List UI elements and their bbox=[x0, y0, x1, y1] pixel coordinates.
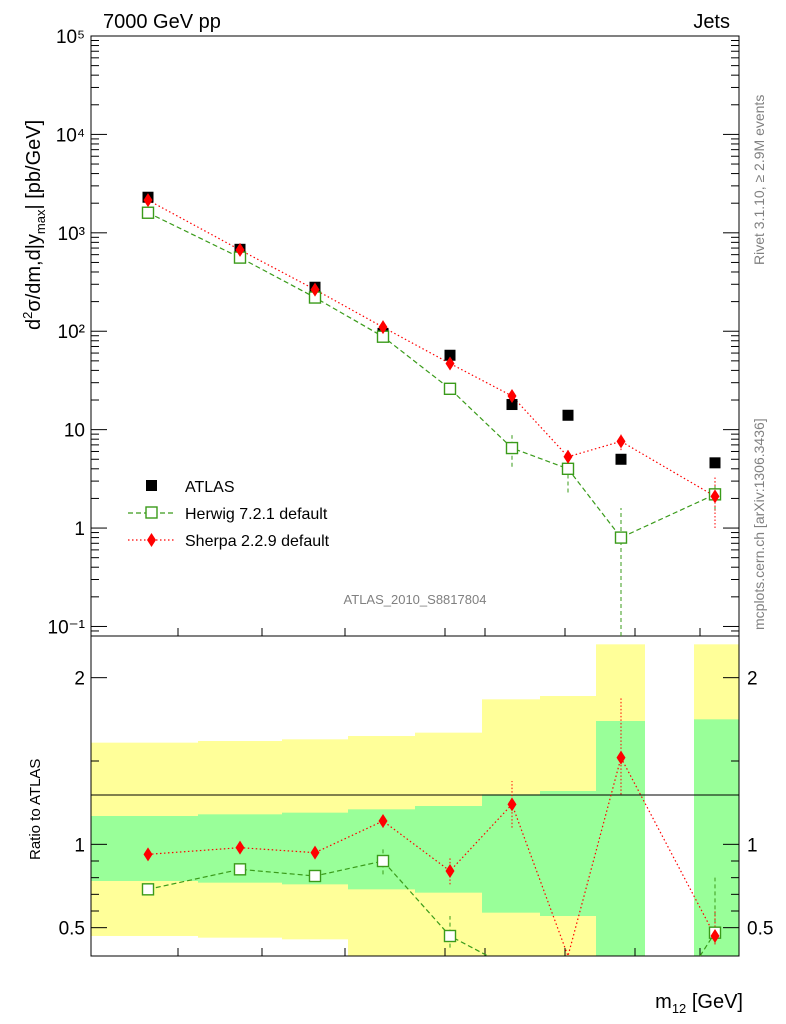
sherpa-ratio-point-8 bbox=[710, 929, 720, 943]
legend-sherpa-marker bbox=[147, 533, 156, 547]
atlas-point-7 bbox=[615, 453, 627, 465]
legend-atlas-label: ATLAS bbox=[185, 479, 235, 496]
ratio-tick-label-right-1: 1 bbox=[747, 835, 758, 856]
main-series bbox=[141, 191, 722, 636]
herwig-point-6 bbox=[561, 462, 575, 476]
y-tick-label-5: 10⁵ bbox=[56, 27, 85, 48]
herwig-ratio-point-1 bbox=[233, 863, 247, 876]
sherpa-ratio-point-5 bbox=[507, 797, 517, 812]
herwig-point-5 bbox=[505, 441, 519, 455]
ratio-tick-label-left-1: 1 bbox=[74, 835, 85, 856]
sherpa-ratio-point-3 bbox=[378, 814, 388, 828]
sherpa-ratio-point-1 bbox=[235, 840, 245, 855]
band-inner-5 bbox=[482, 794, 540, 913]
ratio-tick-label-right-2: 2 bbox=[747, 669, 758, 690]
y-tick-label--1: 10⁻¹ bbox=[48, 617, 86, 638]
legend-herwig-marker bbox=[145, 506, 158, 519]
herwig-ratio-point-0 bbox=[141, 883, 155, 896]
sherpa-point-4 bbox=[445, 356, 455, 371]
atlas-point-6 bbox=[562, 409, 574, 421]
ratio-axis-ticks: 0.5 0.5 1 1 2 2 bbox=[59, 669, 774, 940]
sherpa-ratio-point-4 bbox=[445, 864, 455, 878]
band-inner-9 bbox=[694, 719, 739, 956]
y-tick-label-4: 10⁴ bbox=[56, 125, 85, 146]
herwig-ratio-line-end bbox=[699, 932, 716, 957]
sherpa-point-6 bbox=[563, 449, 573, 464]
sherpa-point-7 bbox=[616, 434, 626, 449]
main-ylabel: d2σ/dm,d|ymax| [pb/GeV] bbox=[20, 120, 48, 330]
atlas-point-8 bbox=[709, 457, 721, 469]
ratio-tick-label-right-0: 0.5 bbox=[747, 919, 773, 940]
herwig-line bbox=[147, 212, 716, 539]
herwig-ratio-point-4 bbox=[443, 929, 457, 943]
analysis-id: ATLAS_2010_S8817804 bbox=[344, 592, 487, 607]
legend-herwig-label: Herwig 7.2.1 default bbox=[185, 506, 328, 523]
ratio-tick-label-left-2: 2 bbox=[74, 669, 85, 690]
sherpa-point-2 bbox=[310, 282, 320, 297]
sherpa-ratio-point-2 bbox=[310, 845, 320, 860]
header-left: 7000 GeV pp bbox=[103, 11, 221, 33]
sherpa-point-1 bbox=[235, 242, 245, 257]
ratio-series bbox=[141, 697, 722, 958]
sherpa-point-0 bbox=[143, 193, 153, 208]
ratio-plot-frame bbox=[90, 635, 740, 957]
sherpa-ratio-line bbox=[147, 756, 716, 958]
header-right: Jets bbox=[693, 11, 730, 33]
herwig-ratio-point-2 bbox=[308, 869, 322, 883]
y-tick-label-2: 10² bbox=[58, 322, 85, 343]
atlas-point-4 bbox=[444, 349, 456, 361]
ratio-tick-label-left-0: 0.5 bbox=[59, 919, 85, 940]
ratio-ylabel: Ratio to ATLAS bbox=[27, 759, 44, 860]
y-tick-label-1: 10 bbox=[64, 421, 85, 442]
mcplots-label: mcplots.cern.ch [arXiv:1306.3436] bbox=[751, 418, 767, 630]
band-inner-4 bbox=[415, 806, 482, 893]
herwig-ratio-point-3 bbox=[376, 854, 390, 868]
legend-atlas-marker bbox=[146, 480, 157, 491]
sherpa-point-5 bbox=[507, 388, 517, 403]
main-axis-ticks: 10⁻¹ 1 10 10² 10³ 10⁴ 10⁵ bbox=[48, 27, 739, 956]
rivet-label: Rivet 3.1.10, ≥ 2.9M events bbox=[751, 95, 767, 265]
sherpa-ratio-point-0 bbox=[143, 847, 153, 862]
atlas-point-5 bbox=[506, 399, 518, 411]
sherpa-line bbox=[147, 199, 716, 497]
herwig-point-4 bbox=[443, 382, 457, 396]
legend-sherpa-label: Sherpa 2.2.9 default bbox=[185, 533, 330, 550]
x-axis-label: m12 [GeV] bbox=[655, 991, 743, 1016]
herwig-ratio-line bbox=[147, 860, 489, 957]
legend: ATLAS Herwig 7.2.1 default Sherpa 2.2.9 … bbox=[128, 479, 330, 550]
band-inner-0 bbox=[91, 816, 198, 881]
herwig-point-7 bbox=[614, 531, 628, 544]
ratio-uncertainty-bands bbox=[91, 644, 739, 956]
y-tick-label-0: 1 bbox=[74, 519, 85, 540]
sherpa-ratio-point-7 bbox=[616, 750, 626, 765]
herwig-point-0 bbox=[141, 206, 155, 219]
sherpa-point-3 bbox=[378, 320, 388, 335]
y-tick-label-3: 10³ bbox=[58, 224, 85, 245]
band-inner-6 bbox=[540, 791, 596, 916]
sherpa-point-8 bbox=[710, 489, 720, 504]
